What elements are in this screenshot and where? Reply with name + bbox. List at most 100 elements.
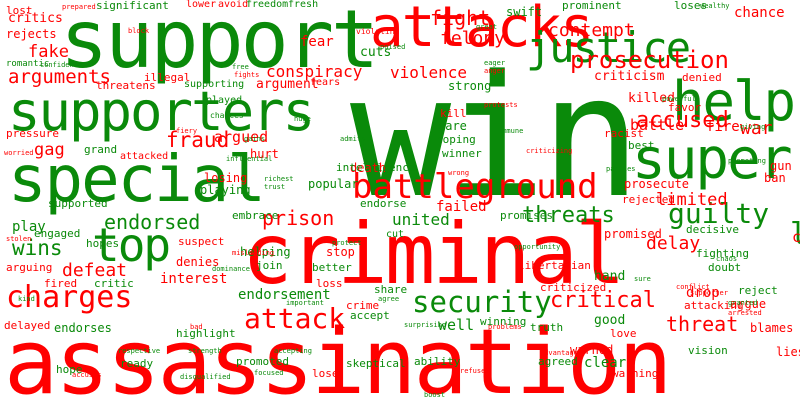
cloud-word: prominent: [562, 0, 622, 12]
cloud-word: avoid: [218, 0, 249, 10]
cloud-word: arguments: [8, 66, 111, 88]
cloud-word: accept: [350, 309, 390, 322]
cloud-word: battleground: [352, 167, 598, 207]
cloud-word: supported: [48, 197, 108, 210]
cloud-word: endorse: [360, 197, 407, 210]
cloud-word: accepting: [274, 347, 312, 355]
cloud-word: violence: [390, 63, 468, 82]
cloud-word: free: [232, 63, 249, 71]
cloud-word: respective: [118, 347, 161, 355]
cloud-word: join: [256, 259, 283, 272]
cloud-word: endorsed: [104, 210, 201, 234]
cloud-word: fire: [706, 119, 740, 135]
cloud-word: united: [392, 210, 450, 229]
cloud-word: kill: [440, 107, 467, 120]
cloud-word: fighting: [696, 247, 749, 260]
cloud-word: winner: [442, 147, 482, 160]
cloud-word: limited: [656, 190, 728, 210]
cloud-word: supporters: [8, 80, 315, 143]
cloud-word: poised: [380, 43, 406, 51]
cloud-word: intelligence: [336, 161, 416, 174]
cloud-word: racist: [604, 127, 644, 140]
cloud-word: arrested: [728, 309, 762, 317]
cloud-word: vision: [688, 344, 728, 357]
cloud-word: refused: [460, 367, 490, 375]
cloud-word: admits: [340, 135, 366, 143]
cloud-word: attack: [244, 302, 346, 335]
cloud-word: engaged: [34, 227, 81, 240]
cloud-word: problems: [488, 323, 522, 331]
cloud-word: argue: [730, 297, 767, 311]
cloud-word: prosecution: [570, 46, 729, 74]
cloud-word: focused: [254, 369, 284, 377]
cloud-word: threats: [522, 203, 615, 228]
cloud-word: accuses: [72, 371, 102, 379]
cloud-word: supporting: [184, 79, 245, 90]
cloud-word: death: [350, 161, 387, 175]
cloud-word: crime: [346, 299, 380, 312]
cloud-word: bad: [190, 323, 203, 331]
cloud-word: decisive: [686, 223, 739, 236]
cloud-word: prison: [262, 206, 335, 230]
cloud-word: warning: [612, 367, 659, 380]
cloud-word: chaos: [716, 255, 738, 263]
cloud-word: skeptical: [346, 357, 406, 370]
cloud-word: grand: [84, 143, 118, 156]
cloud-word: block: [128, 27, 150, 35]
cloud-word: played: [206, 95, 243, 106]
cloud-word: love: [610, 327, 637, 340]
cloud-word: top: [92, 218, 171, 272]
cloud-word: special: [8, 143, 266, 217]
cloud-word: promises: [500, 209, 553, 222]
cloud-word: gun: [770, 159, 792, 173]
cloud-word: favor: [668, 101, 702, 114]
cloud-word: lies: [776, 345, 800, 359]
cloud-word: prosecute: [624, 177, 690, 191]
cloud-word: worried: [4, 149, 34, 157]
cloud-word: threatens: [96, 79, 156, 92]
cloud-word: accused: [636, 108, 729, 133]
cloud-word: popular: [308, 177, 359, 191]
cloud-word: fights: [234, 71, 260, 79]
cloud-word: good: [594, 313, 626, 328]
cloud-word: ready: [120, 357, 154, 370]
cloud-word: lower: [186, 0, 217, 10]
cloud-word: threat: [666, 312, 739, 336]
cloud-word: parties: [606, 165, 636, 173]
cloud-word: significant: [96, 0, 169, 12]
cloud-word: anger: [484, 67, 506, 75]
cloud-word: boost: [424, 391, 446, 399]
cloud-word: losing: [204, 171, 248, 185]
cloud-word: lose: [312, 367, 339, 380]
cloud-word: winning: [480, 315, 527, 328]
cloud-word: promised: [604, 227, 662, 241]
cloud-word: stolen: [6, 235, 32, 243]
cloud-word: important: [286, 299, 324, 307]
cloud-word: charges: [6, 280, 133, 315]
cloud-word: failed: [436, 199, 487, 215]
cloud-word: hand: [594, 269, 626, 284]
cloud-word: misleading: [232, 249, 275, 257]
cloud-word: fears: [310, 77, 341, 88]
cloud-word: arguing: [6, 261, 53, 274]
cloud-word: delay: [646, 233, 701, 254]
cloud-word: wealthy: [700, 2, 730, 10]
cloud-word: reject: [738, 284, 778, 297]
cloud-word: well: [438, 316, 475, 334]
cloud-word: chance: [734, 5, 785, 21]
cloud-word: felony: [440, 28, 506, 49]
cloud-word: fired: [44, 277, 78, 290]
cloud-word: fiery: [176, 127, 198, 135]
cloud-word: attacked: [120, 151, 169, 162]
cloud-word: criminal: [242, 205, 626, 303]
cloud-word: dominance: [212, 265, 250, 273]
cloud-word: fake: [28, 42, 69, 62]
cloud-word: war: [740, 118, 773, 139]
cloud-word: win: [350, 39, 641, 235]
cloud-word: wins: [12, 236, 63, 260]
cloud-word: attacks: [370, 0, 594, 60]
cloud-word: illegal: [144, 71, 191, 84]
cloud-word: ability: [414, 355, 461, 368]
cloud-word: protect: [332, 239, 362, 247]
